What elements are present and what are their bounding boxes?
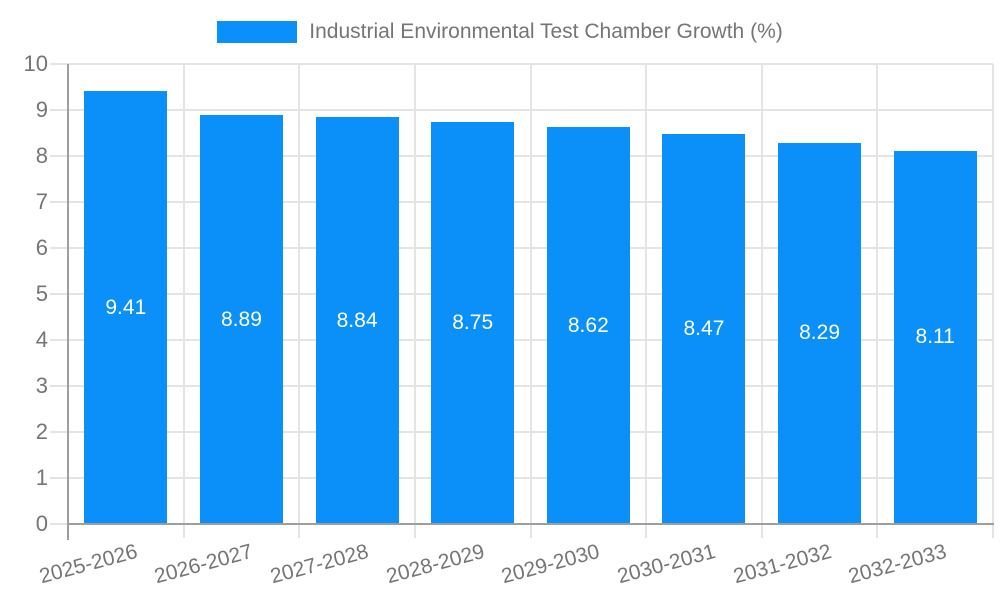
x-gridline xyxy=(876,64,879,524)
y-gridline xyxy=(50,385,993,387)
y-gridline xyxy=(50,155,993,157)
bar-value-label: 8.62 xyxy=(567,313,609,337)
bar-2028-2029[interactable] xyxy=(431,121,515,524)
bar-value-label: 8.47 xyxy=(683,317,725,341)
y-axis-tick-label: 3 xyxy=(35,373,48,398)
bar-2030-2031[interactable] xyxy=(662,134,746,524)
legend-swatch xyxy=(217,21,298,43)
x-gridline xyxy=(182,64,185,524)
x-gridline xyxy=(760,64,763,524)
y-gridline xyxy=(50,63,993,65)
y-axis-tick-label: 9 xyxy=(35,97,48,122)
bar-value-label: 8.29 xyxy=(799,321,840,345)
x-gridline xyxy=(529,64,532,524)
x-axis-tick xyxy=(529,524,532,538)
y-gridline xyxy=(50,293,993,295)
bar-value-label: 8.75 xyxy=(452,310,494,334)
y-gridline xyxy=(50,477,993,479)
bar-2032-2033[interactable] xyxy=(893,150,977,524)
bar-2026-2027[interactable] xyxy=(199,115,283,524)
bar-2025-2026[interactable] xyxy=(84,91,168,524)
y-axis-tick-label: 2 xyxy=(35,419,48,444)
x-axis-line xyxy=(67,523,994,525)
y-axis-tick-label: 6 xyxy=(35,235,48,260)
bar-value-label: 8.89 xyxy=(221,307,262,331)
x-axis-tick xyxy=(645,524,648,538)
bar-value-label: 8.84 xyxy=(336,308,378,332)
x-axis-tick xyxy=(992,524,994,538)
x-gridline xyxy=(645,64,648,524)
y-gridline xyxy=(50,201,993,203)
y-gridline xyxy=(50,431,993,433)
x-axis-tick xyxy=(182,524,185,538)
y-axis-tick-label: 4 xyxy=(35,327,48,352)
y-gridline xyxy=(50,247,993,249)
y-axis-tick-label: 7 xyxy=(35,189,48,214)
x-axis-tick xyxy=(760,524,763,538)
x-gridline xyxy=(992,64,994,524)
bar-value-label: 8.11 xyxy=(915,325,955,349)
y-gridline xyxy=(50,339,993,341)
y-axis-line xyxy=(67,64,69,540)
bar-2031-2032[interactable] xyxy=(778,142,862,524)
bar-value-label: 9.41 xyxy=(105,295,147,319)
chart-title: Industrial Environmental Test Chamber Gr… xyxy=(309,20,783,43)
y-gridline xyxy=(50,109,993,111)
bar-2029-2030[interactable] xyxy=(546,127,630,524)
x-axis-tick xyxy=(298,524,301,538)
y-axis-tick-label: 8 xyxy=(35,143,48,168)
x-axis-tick xyxy=(876,524,879,538)
x-gridline xyxy=(298,64,301,524)
y-axis-tick-label: 1 xyxy=(35,465,48,490)
x-gridline xyxy=(413,64,416,524)
y-axis-tick-label: 0 xyxy=(35,511,48,536)
bar-2027-2028[interactable] xyxy=(315,117,399,524)
chart-legend: Industrial Environmental Test Chamber Gr… xyxy=(0,21,1000,43)
x-axis-tick xyxy=(413,524,416,538)
y-axis-tick-label: 10 xyxy=(23,51,48,76)
y-axis-tick-label: 5 xyxy=(35,281,48,306)
